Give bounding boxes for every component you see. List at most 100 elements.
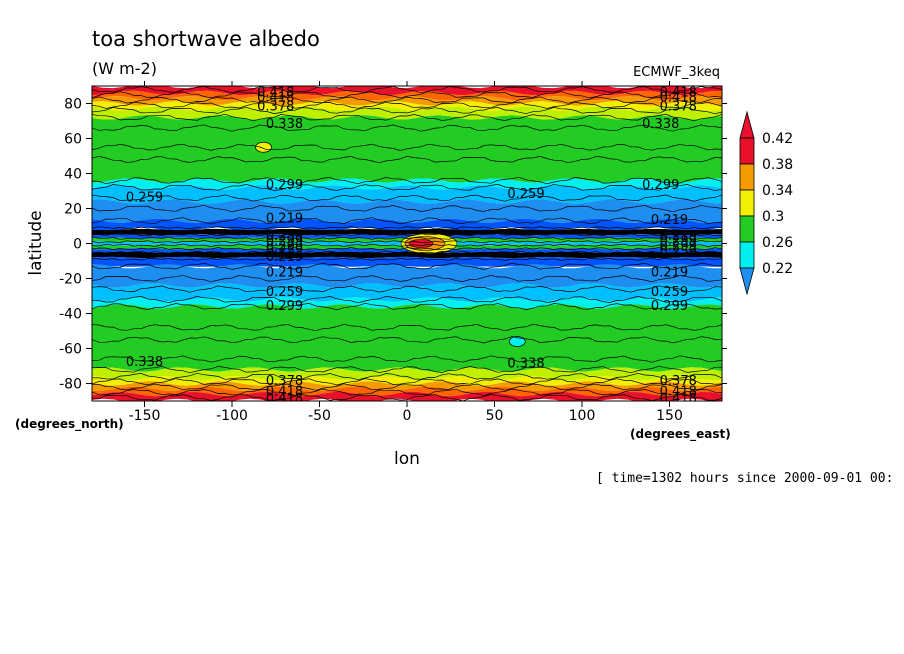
y-axis-unit: (degrees_north): [15, 417, 124, 432]
y-tick-label: 40: [64, 167, 82, 183]
band-23: [92, 376, 722, 386]
small-cell-north: [255, 141, 272, 153]
contour-label: 0.338: [266, 117, 303, 132]
band-2: [92, 96, 722, 106]
contour-line: [92, 96, 722, 104]
contour-label: 0.299: [266, 239, 303, 254]
contour-line: [92, 323, 722, 332]
band-21: [92, 304, 722, 372]
y-axis-label: latitude: [26, 210, 46, 275]
x-axis-label: lon: [394, 449, 420, 469]
contour-label: 0.338: [507, 357, 544, 372]
contour-line: [92, 393, 722, 401]
colorbar-box: [739, 215, 755, 243]
contour-line: [92, 247, 722, 251]
contour-line: [92, 156, 722, 164]
colorbar-box: [739, 137, 755, 165]
contour-line: [92, 204, 722, 213]
x-tick-label: 0: [403, 408, 412, 424]
contour-label: 0.259: [660, 245, 697, 260]
contour-line: [92, 302, 722, 311]
contour-label: 0.418: [660, 392, 697, 407]
band-25: [92, 386, 722, 397]
colorbar: 0.42 0.38 0.34 0.3 0.26 0.22: [739, 110, 793, 296]
contour-label: 0.299: [651, 299, 688, 314]
dataset-label: ECMWF_3keq: [633, 65, 720, 80]
contour-label: 0.299: [660, 239, 697, 254]
contour-line: [92, 233, 722, 237]
y-axis-ticks: 80 60 40 20 0 -20 -40 -60 -80: [59, 97, 727, 393]
small-cell-south: [508, 336, 526, 347]
x-tick-label: 50: [486, 408, 504, 424]
plot-area: 0.4180.4180.3780.3380.2990.2590.2190.259…: [92, 86, 722, 407]
contour-line: [92, 91, 722, 99]
y-tick-label: -60: [59, 342, 82, 358]
contour-label: 0.259: [266, 285, 303, 300]
contour-label: 0.219: [651, 213, 688, 228]
contour-label: 0.418: [660, 91, 697, 106]
contour-line: [92, 217, 722, 225]
equatorial-max-ring-2: [408, 239, 434, 248]
contour-line: [92, 285, 722, 293]
contour-label: 0.418: [266, 385, 303, 400]
contour-label: 0.338: [126, 355, 163, 370]
y-tick-label: -20: [59, 272, 82, 288]
footer-time: [ time=1302 hours since 2000-09-01 00:: [596, 471, 893, 486]
colorbar-box: [739, 241, 755, 269]
contour-line: [92, 101, 722, 109]
contour-line: [92, 194, 722, 202]
y-tick-label: 0: [73, 237, 82, 253]
band-24: [92, 381, 722, 391]
band-22: [92, 367, 722, 381]
contour-label: 0.418: [266, 392, 303, 407]
x-tick-label: 150: [656, 408, 683, 424]
contour-label: 0.299: [642, 178, 679, 193]
contour-line: [92, 336, 722, 344]
y-tick-label: -40: [59, 307, 82, 323]
y-tick-label: 80: [64, 97, 82, 113]
x-tick-label: -150: [129, 408, 161, 424]
contour-line: [92, 262, 722, 270]
contour-line: [92, 355, 722, 363]
band-11: [92, 234, 722, 239]
contour-label: 0.378: [660, 374, 697, 389]
colorbar-box: [739, 163, 755, 191]
contour-label: 0.299: [266, 234, 303, 249]
colorbar-top-arrow: [739, 110, 755, 139]
contour-label: 0.378: [266, 374, 303, 389]
band-6: [92, 178, 722, 190]
contour-line: [92, 254, 722, 258]
band-19: [92, 283, 722, 302]
colorbar-bottom-arrow: [739, 267, 755, 296]
contour-line: [92, 106, 722, 115]
contour-line: [92, 226, 722, 230]
contour-label: 0.259: [266, 243, 303, 258]
colorbar-label: 0.3: [762, 209, 784, 225]
x-tick-label: 100: [569, 408, 596, 424]
contour-label: 0.378: [660, 99, 697, 114]
colorbar-label: 0.22: [762, 261, 793, 277]
colorbar-label: 0.34: [762, 183, 793, 199]
contour-label: 0.299: [266, 299, 303, 314]
contour-label: 0.378: [257, 99, 294, 114]
y-tick-label: 60: [64, 132, 82, 148]
x-tick-label: -100: [216, 408, 248, 424]
band-20: [92, 297, 722, 309]
contour-line: [92, 388, 722, 396]
contour-line: [92, 257, 722, 261]
chart-title: toa shortwave albedo: [92, 27, 320, 51]
y-tick-label: 20: [64, 202, 82, 218]
contour-label: 0.418: [257, 91, 294, 106]
contour-line: [92, 365, 722, 374]
colorbar-label: 0.26: [762, 235, 793, 251]
contour-lines: [92, 86, 722, 401]
contour-label: 0.219: [266, 250, 303, 265]
contour-line: [92, 250, 722, 254]
contour-label: 0.219: [266, 266, 303, 281]
colorbar-box: [739, 189, 755, 217]
band-26: [92, 392, 722, 401]
contour-label: 0.219: [651, 266, 688, 281]
contour-label: 0.418: [660, 385, 697, 400]
band-8: [92, 199, 722, 223]
